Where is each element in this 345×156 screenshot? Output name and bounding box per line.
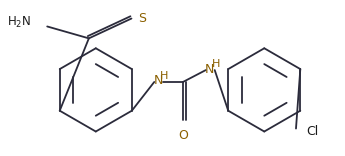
Text: Cl: Cl bbox=[306, 125, 318, 138]
Text: H: H bbox=[160, 71, 168, 81]
Text: N: N bbox=[154, 74, 163, 88]
Text: N: N bbox=[205, 63, 215, 76]
Text: H: H bbox=[211, 59, 220, 69]
Text: O: O bbox=[178, 129, 188, 141]
Text: S: S bbox=[138, 12, 146, 25]
Text: H$_2$N: H$_2$N bbox=[7, 15, 31, 30]
